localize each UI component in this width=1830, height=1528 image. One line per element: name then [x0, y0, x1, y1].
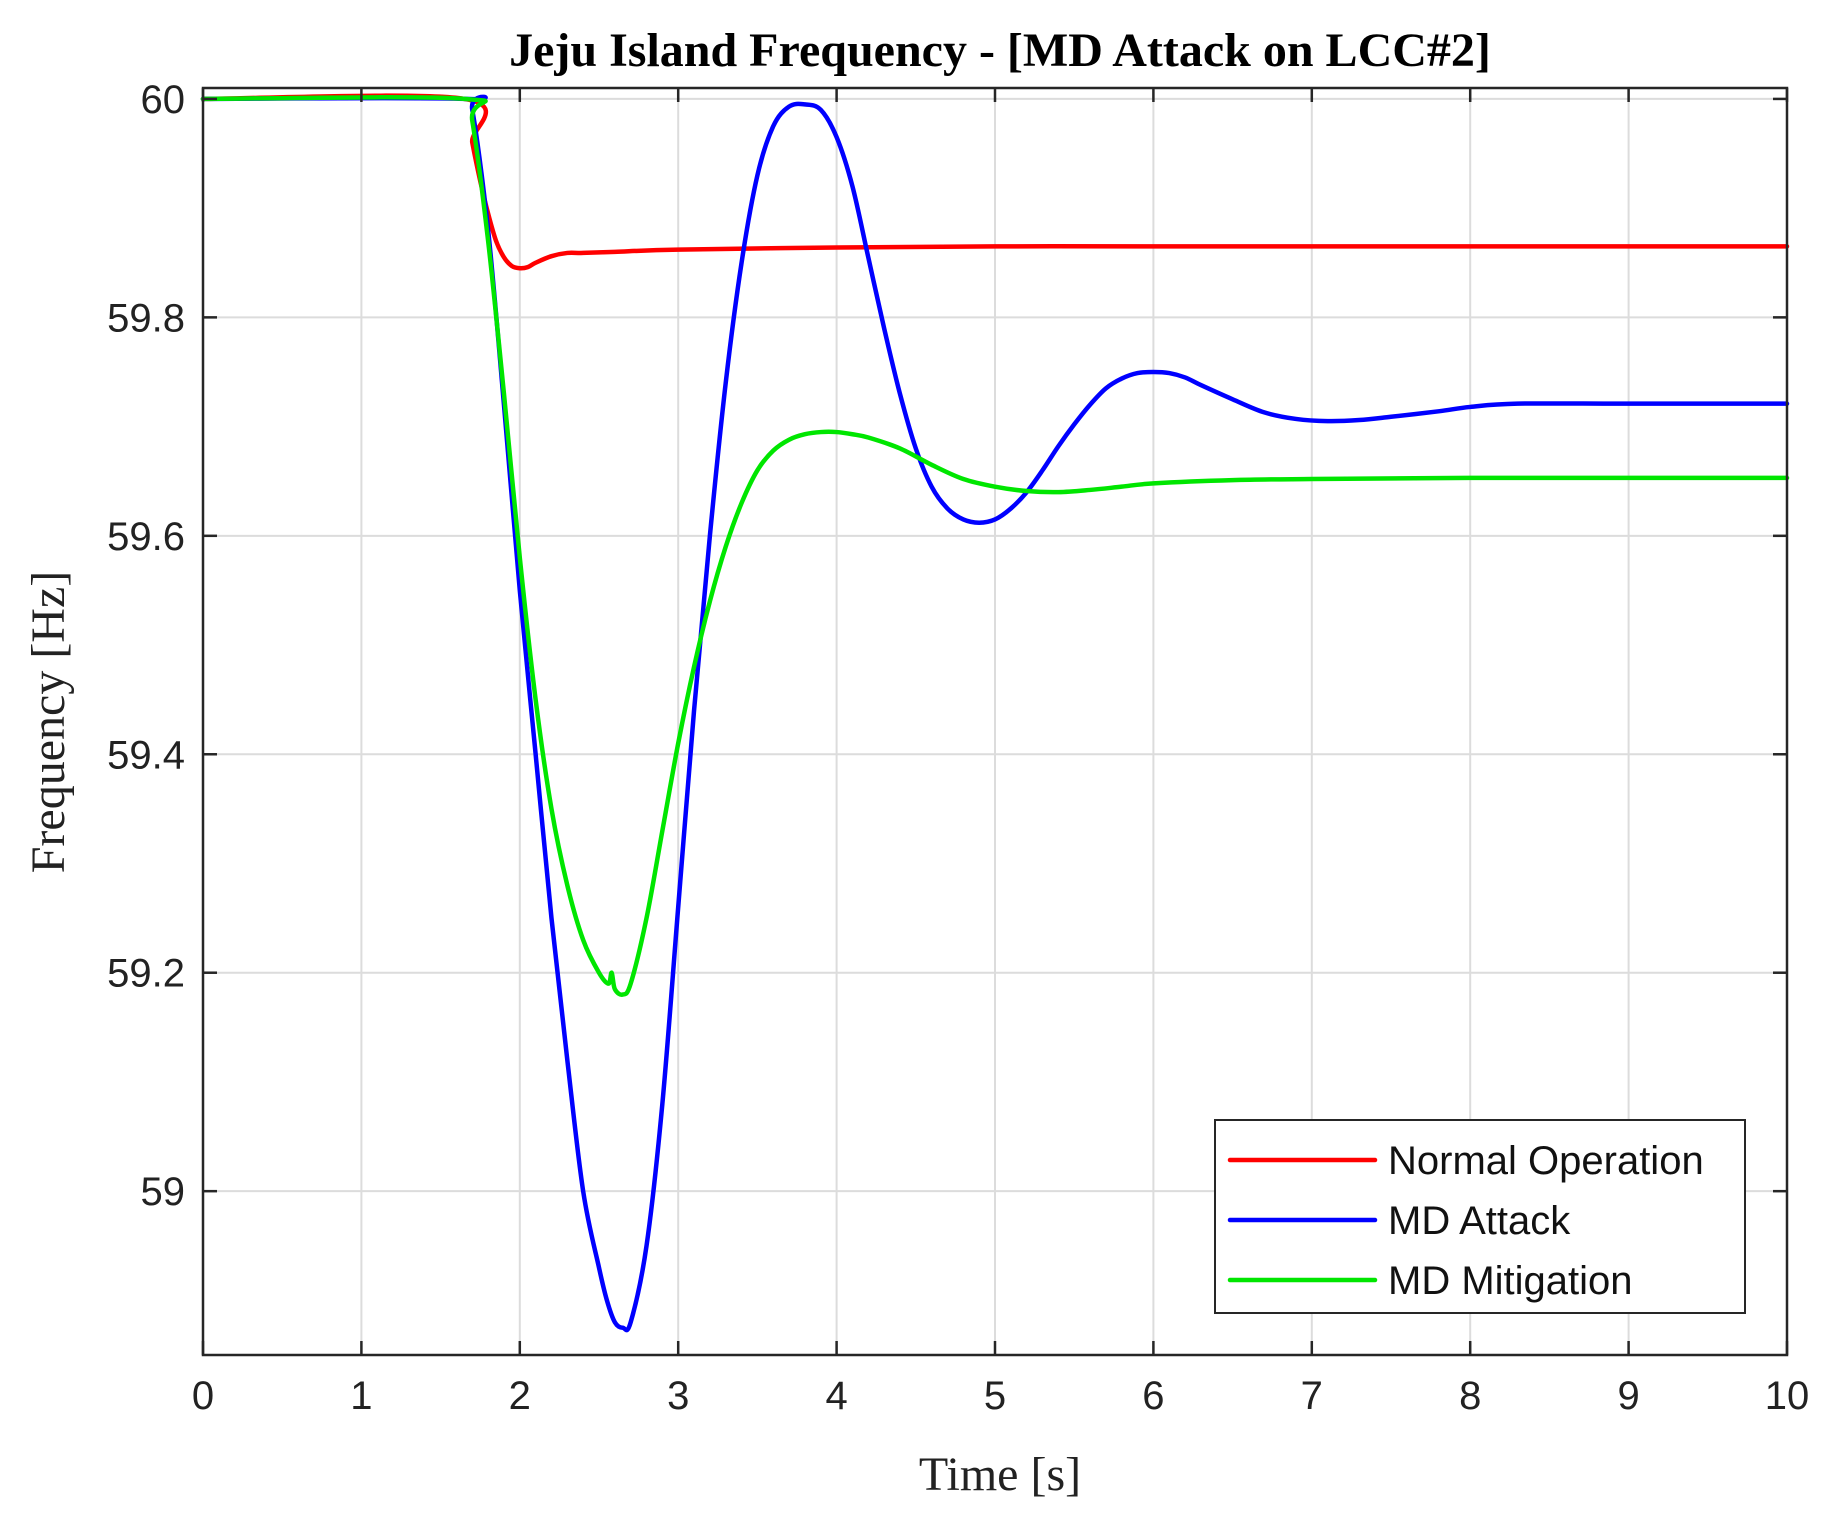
y-tick-label: 59 — [141, 1170, 186, 1214]
legend-label-md-mitigation: MD Mitigation — [1388, 1259, 1633, 1303]
x-tick-label: 0 — [192, 1374, 214, 1418]
series-md-mitigation — [200, 95, 1790, 997]
x-tick-label: 1 — [350, 1374, 372, 1418]
x-tick-label: 6 — [1142, 1374, 1164, 1418]
chart-title: Jeju Island Frequency - [MD Attack on LC… — [509, 24, 1491, 77]
y-tick-label: 59.2 — [107, 952, 185, 996]
y-tick-label: 60 — [141, 78, 186, 122]
series-md-attack — [200, 94, 1790, 1333]
x-axis-label: Time [s] — [919, 1448, 1081, 1501]
y-axis-label: Frequency [Hz] — [22, 571, 75, 874]
x-tick-label: 3 — [667, 1374, 689, 1418]
tick-layer: 0 1 2 3 4 5 6 7 8 9 10 59 59.2 59.4 59.6 59.8 60 — [107, 78, 1809, 1418]
legend-label-normal-operation: Normal Operation — [1388, 1139, 1704, 1183]
x-tick-label: 8 — [1459, 1374, 1481, 1418]
x-tick-label: 9 — [1617, 1374, 1639, 1418]
legend-label-md-attack: MD Attack — [1388, 1199, 1571, 1243]
x-tick-label: 10 — [1765, 1374, 1810, 1418]
x-tick-label: 4 — [825, 1374, 847, 1418]
series-layer — [200, 93, 1790, 1333]
y-tick-label: 59.6 — [107, 515, 185, 559]
x-tick-label: 5 — [984, 1374, 1006, 1418]
x-tick-label: 2 — [509, 1374, 531, 1418]
y-tick-label: 59.4 — [107, 733, 185, 777]
y-tick-label: 59.8 — [107, 296, 185, 340]
legend: Normal Operation MD Attack MD Mitigation — [1214, 1119, 1746, 1314]
x-tick-label: 7 — [1301, 1374, 1323, 1418]
